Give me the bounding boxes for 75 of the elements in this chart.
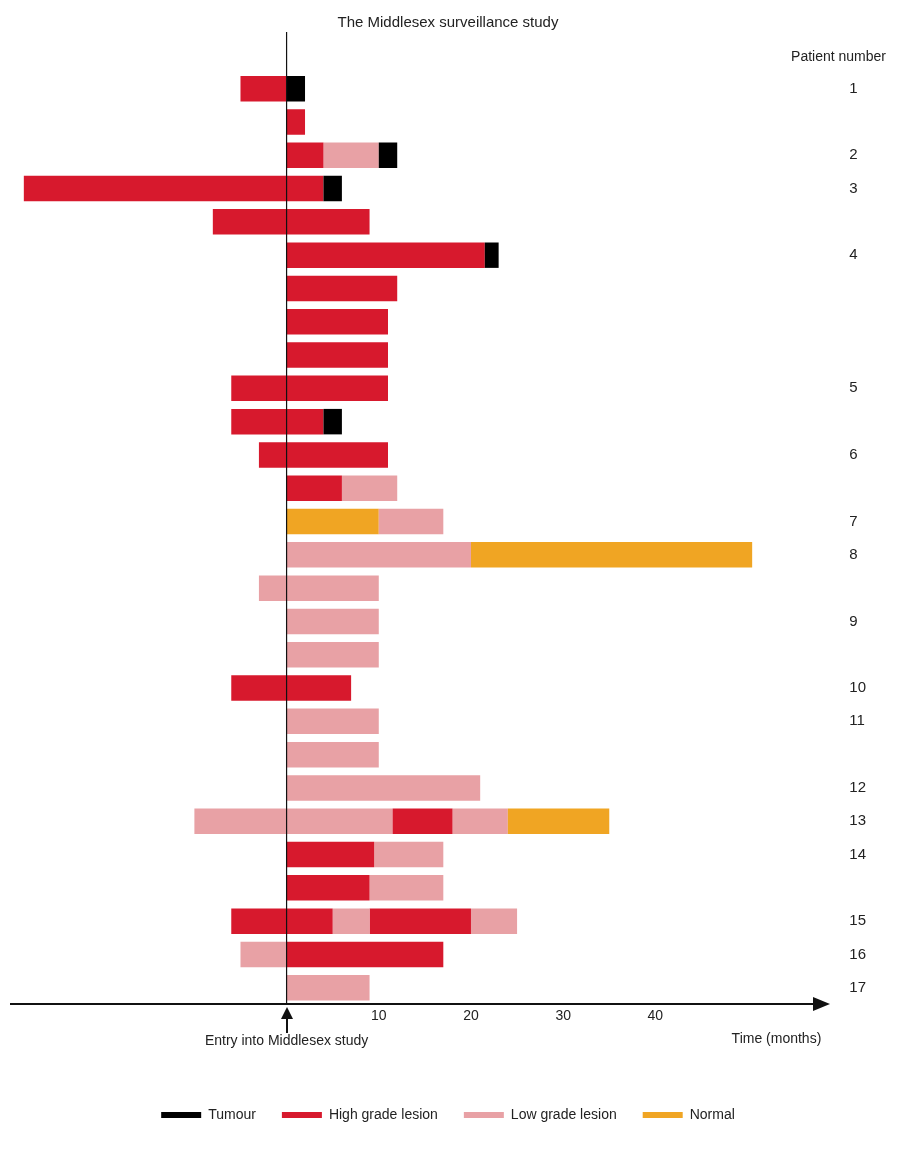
y-axis-title: Patient number: [791, 47, 887, 64]
bar: [231, 408, 324, 435]
bar: [258, 442, 388, 468]
bar: [286, 142, 324, 168]
bar: [231, 675, 352, 701]
y-tick-label: 5: [849, 378, 858, 396]
x-tick-label: 30: [555, 1006, 572, 1023]
y-tick-label: 9: [849, 611, 858, 629]
bar: [323, 175, 342, 202]
bar: [286, 75, 306, 102]
x-tick-label: 20: [463, 1006, 479, 1023]
bar: [323, 408, 342, 435]
y-tick-label: 2: [849, 145, 858, 163]
bar: [286, 475, 342, 501]
legend-label: Normal: [689, 1105, 735, 1122]
chart-title: The Middlesex surveillance study: [337, 13, 559, 31]
bar: [470, 908, 518, 934]
bar: [194, 808, 393, 834]
bar: [286, 542, 471, 568]
legend-label: Low grade lesion: [510, 1105, 617, 1122]
ref-line-label: Entry into Middlesex study: [204, 1032, 369, 1049]
bar: [286, 109, 306, 135]
bar: [341, 475, 398, 501]
bar: [378, 508, 444, 535]
bar: [286, 275, 398, 302]
bar: [452, 808, 508, 834]
y-tick-label: 8: [849, 544, 858, 562]
x-tick-label: 40: [647, 1006, 664, 1023]
bar: [286, 741, 379, 768]
y-tick-label: 14: [849, 844, 866, 862]
x-axis-title: Time (months): [731, 1030, 822, 1047]
bar: [286, 508, 379, 535]
bar: [369, 908, 471, 934]
bar: [470, 542, 753, 568]
bar: [231, 375, 388, 402]
bar: [286, 708, 379, 735]
bar: [286, 841, 375, 868]
bar: [507, 808, 610, 834]
bar: [378, 142, 398, 168]
y-tick-label: 7: [849, 511, 858, 529]
bar: [258, 575, 379, 601]
y-tick-label: 3: [849, 178, 858, 196]
y-tick-label: 6: [849, 445, 858, 463]
bar: [286, 608, 379, 635]
y-tick-label: 10: [849, 678, 866, 696]
bar: [286, 975, 370, 1001]
bar: [286, 309, 388, 335]
bar: [240, 75, 287, 102]
bar: [286, 775, 481, 801]
bar: [332, 908, 370, 934]
bar: [286, 642, 379, 668]
bar: [323, 142, 379, 168]
bar: [23, 175, 324, 202]
bar: [212, 209, 370, 235]
y-tick-label: 12: [849, 778, 866, 796]
bar: [374, 841, 444, 868]
bar: [231, 908, 333, 934]
legend-label: High grade lesion: [328, 1105, 438, 1122]
bar: [286, 342, 388, 368]
y-tick-label: 11: [849, 711, 865, 729]
y-tick-label: 16: [849, 944, 866, 962]
bar: [484, 242, 499, 268]
y-tick-label: 1: [849, 78, 858, 96]
bar: [286, 875, 370, 901]
y-tick-label: 17: [849, 977, 866, 995]
y-tick-label: 13: [849, 811, 866, 829]
bar: [369, 875, 444, 901]
y-tick-label: 15: [849, 911, 866, 929]
bar: [286, 242, 485, 268]
legend-label: Tumour: [208, 1105, 257, 1122]
x-tick-label: 10: [370, 1006, 387, 1023]
bar: [240, 941, 287, 968]
y-tick-label: 4: [849, 245, 858, 263]
bar: [286, 941, 444, 968]
bar: [392, 808, 453, 834]
